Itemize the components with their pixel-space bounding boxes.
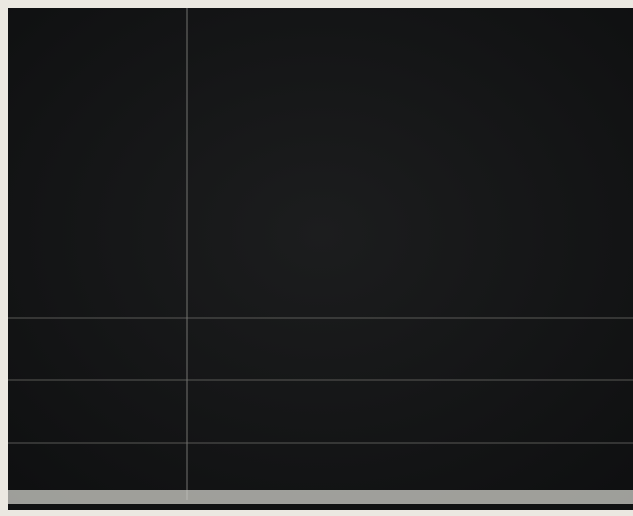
screen <box>8 8 633 510</box>
noise-floor <box>8 490 633 504</box>
spectrum-trace <box>29 108 633 499</box>
screen-bottom <box>8 504 633 510</box>
